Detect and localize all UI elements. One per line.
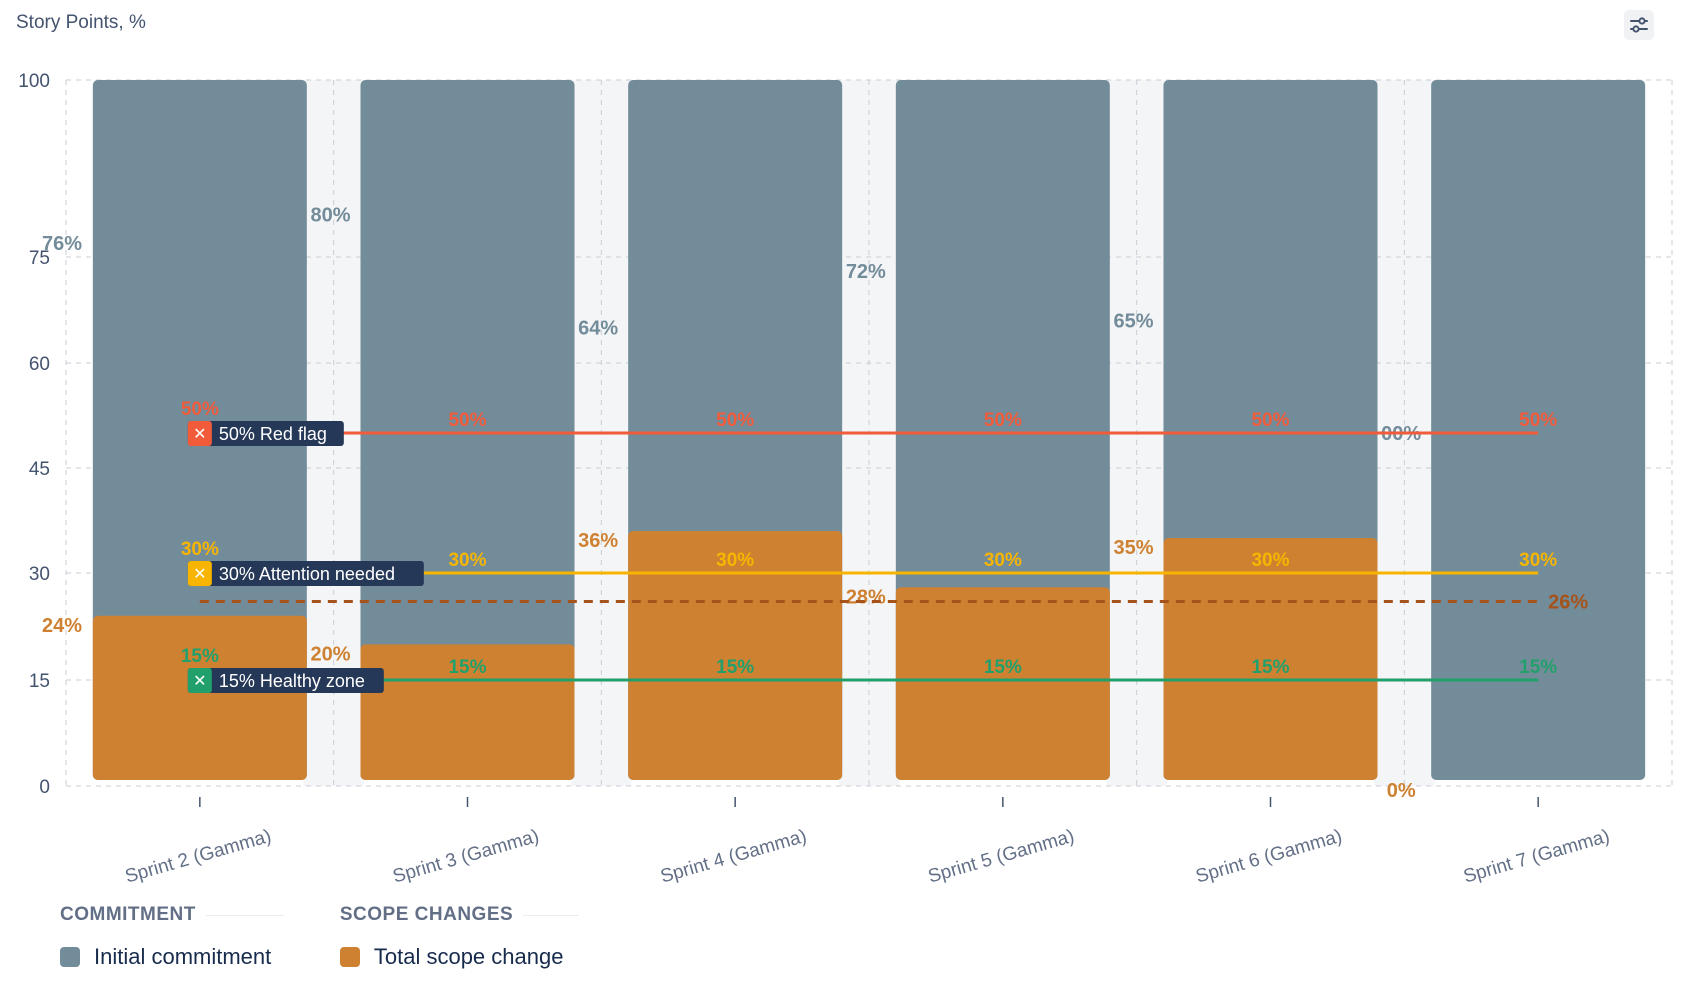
bar-initial-commitment (1431, 80, 1646, 780)
bar-total-scope-change (92, 615, 307, 780)
bar-total-scope-change (895, 587, 1110, 780)
data-label-scope: 0% (1387, 780, 1416, 802)
average-label: 26% (1548, 592, 1588, 614)
threshold-point-label: 30% (181, 539, 219, 560)
threshold-point-label: 50% (716, 410, 754, 431)
x-tick-label: Sprint 5 (Gamma) (926, 826, 1077, 888)
threshold-tag (187, 561, 424, 586)
legend-group-commitment: COMMITMENT Initial commitment (60, 904, 284, 970)
y-axis-title: Story Points, % (16, 12, 146, 33)
y-tick-label: 0 (39, 777, 50, 798)
data-label-scope: 28% (846, 586, 886, 608)
threshold-tag-label: 50% Red flag (219, 424, 327, 444)
x-tick-label: Sprint 6 (Gamma) (1194, 826, 1345, 888)
close-icon: ✕ (193, 673, 206, 690)
threshold-tag-icon-bg (187, 421, 212, 446)
legend-item-label: Total scope change (373, 944, 564, 969)
legend-item-initial-commitment[interactable]: Initial commitment (60, 944, 284, 970)
y-tick-label: 75 (29, 248, 50, 269)
x-tick-label: Sprint 7 (Gamma) (1461, 826, 1612, 888)
data-label-scope: 35% (1113, 537, 1153, 559)
close-icon: ✕ (193, 566, 206, 583)
threshold-tag-icon-bg (187, 561, 212, 586)
legend-item-total-scope-change[interactable]: Total scope change (339, 944, 579, 970)
threshold-point-label: 30% (448, 550, 486, 571)
data-label-commitment: 65% (1113, 311, 1153, 333)
x-tick-label: Sprint 2 (Gamma) (123, 826, 274, 888)
threshold-tag (187, 668, 384, 693)
close-icon: ✕ (193, 426, 206, 443)
data-label-scope: 24% (42, 615, 82, 637)
threshold-point-label: 15% (1519, 657, 1557, 678)
data-label-commitment: 64% (578, 318, 618, 340)
legend-swatch (60, 947, 80, 967)
chart-settings-button[interactable] (1624, 10, 1654, 40)
legend-divider (205, 914, 284, 916)
threshold-tag-icon-bg (187, 668, 212, 693)
threshold-tag-label: 15% Healthy zone (219, 671, 365, 691)
y-tick-label: 30 (29, 564, 50, 585)
stacked-bar-chart: 0 15 30 45 60 75 100 Sprint 2 (Gamma) 76% 24% Spri… (18, 71, 1673, 888)
data-label-scope: 20% (310, 643, 350, 665)
threshold-point-label: 15% (716, 657, 754, 678)
sliders-icon (1630, 17, 1648, 33)
threshold-tag (187, 421, 344, 446)
legend: COMMITMENT Initial commitment SCOPE CHAN… (60, 904, 580, 970)
x-tick-label: Sprint 4 (Gamma) (658, 826, 809, 888)
threshold-point-label: 15% (1251, 657, 1289, 678)
threshold-point-label: 15% (448, 657, 486, 678)
bar-initial-commitment (360, 80, 575, 780)
threshold-point-label: 50% (448, 410, 486, 431)
legend-item-label: Initial commitment (94, 944, 272, 969)
threshold-point-label: 30% (1519, 550, 1557, 571)
data-label-commitment: 80% (310, 205, 350, 227)
bar-total-scope-change (360, 644, 575, 780)
legend-group-scope-changes: SCOPE CHANGES Total scope change (339, 904, 580, 970)
threshold-point-label: 30% (716, 550, 754, 571)
threshold-point-label: 50% (1251, 410, 1289, 431)
legend-group-title: SCOPE CHANGES (339, 904, 514, 925)
legend-divider (523, 914, 580, 916)
threshold-point-label: 15% (181, 646, 219, 667)
y-tick-label: 45 (29, 459, 50, 480)
y-tick-label: 60 (29, 354, 50, 375)
data-label-commitment: 72% (846, 261, 886, 283)
legend-swatch (339, 947, 360, 967)
y-tick-label: 15 (29, 671, 50, 692)
threshold-point-label: 30% (984, 550, 1022, 571)
threshold-point-label: 50% (1519, 410, 1557, 431)
bar-total-scope-change (628, 531, 843, 780)
threshold-point-label: 50% (984, 410, 1022, 431)
x-tick-label: Sprint 3 (Gamma) (391, 826, 542, 888)
y-tick-label: 100 (18, 71, 50, 92)
data-label-commitment: 76% (42, 233, 82, 255)
bar-total-scope-change (1163, 538, 1378, 780)
threshold-tag-label: 30% Attention needed (219, 564, 395, 584)
threshold-point-label: 30% (1251, 550, 1289, 571)
legend-group-title: COMMITMENT (60, 904, 196, 925)
threshold-point-label: 50% (181, 399, 219, 420)
data-label-scope: 36% (578, 530, 618, 552)
threshold-point-label: 15% (984, 657, 1022, 678)
